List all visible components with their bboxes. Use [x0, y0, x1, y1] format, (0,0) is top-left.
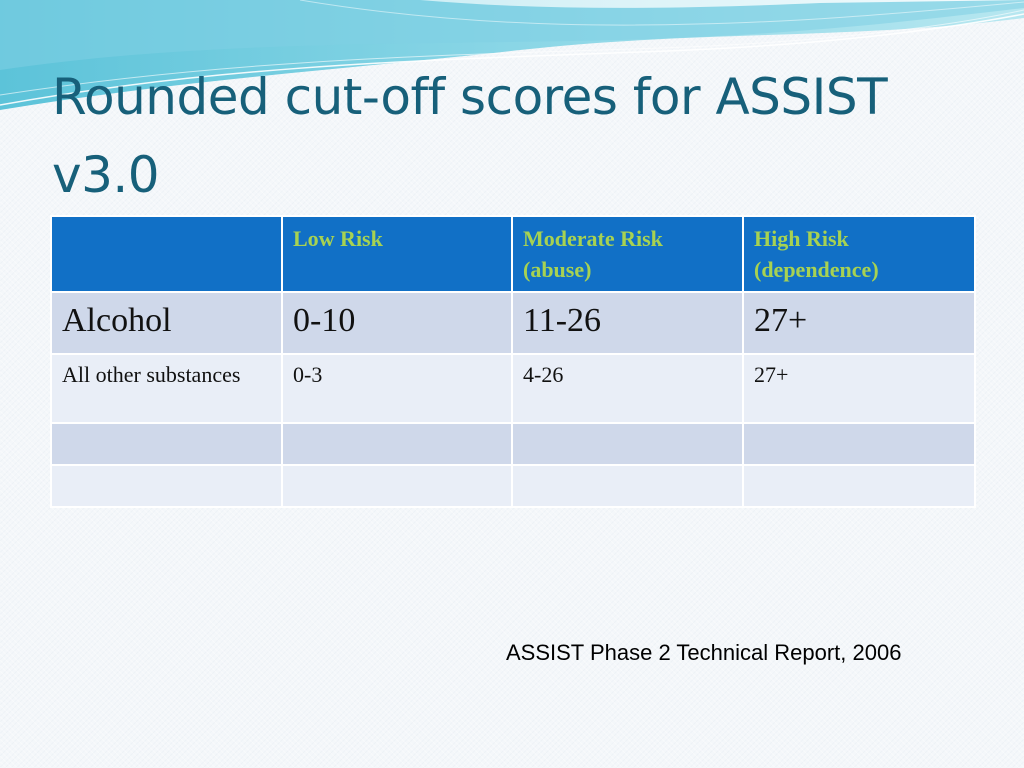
- table-header-row: Low Risk Moderate Risk (abuse) High Risk…: [50, 215, 976, 293]
- low-risk-cell: 0-10: [281, 291, 513, 355]
- moderate-risk-cell: 4-26: [511, 353, 744, 424]
- empty-cell: [511, 422, 744, 466]
- table-row: All other substances 0-3 4-26 27+: [50, 353, 976, 424]
- decorative-wave: [0, 0, 1024, 110]
- table-row: [50, 464, 976, 508]
- empty-cell: [511, 464, 744, 508]
- row-label-cell: All other substances: [50, 353, 283, 424]
- cutoff-scores-table: Low Risk Moderate Risk (abuse) High Risk…: [50, 215, 976, 508]
- high-risk-cell: 27+: [742, 353, 976, 424]
- low-risk-cell: 0-3: [281, 353, 513, 424]
- high-risk-cell: 27+: [742, 291, 976, 355]
- empty-cell: [50, 422, 283, 466]
- empty-cell: [742, 422, 976, 466]
- empty-cell: [281, 464, 513, 508]
- moderate-risk-cell: 11-26: [511, 291, 744, 355]
- empty-cell: [742, 464, 976, 508]
- header-cell-moderate-risk: Moderate Risk (abuse): [511, 215, 744, 293]
- slide-title: Rounded cut-off scores for ASSIST v3.0: [52, 68, 888, 204]
- header-cell-low-risk: Low Risk: [281, 215, 513, 293]
- table-row: Alcohol 0-10 11-26 27+: [50, 291, 976, 355]
- header-cell-high-risk: High Risk (dependence): [742, 215, 976, 293]
- empty-cell: [50, 464, 283, 508]
- header-cell-blank: [50, 215, 283, 293]
- table-row: [50, 422, 976, 466]
- row-label-cell: Alcohol: [50, 291, 283, 355]
- source-citation: ASSIST Phase 2 Technical Report, 2006: [506, 640, 902, 665]
- empty-cell: [281, 422, 513, 466]
